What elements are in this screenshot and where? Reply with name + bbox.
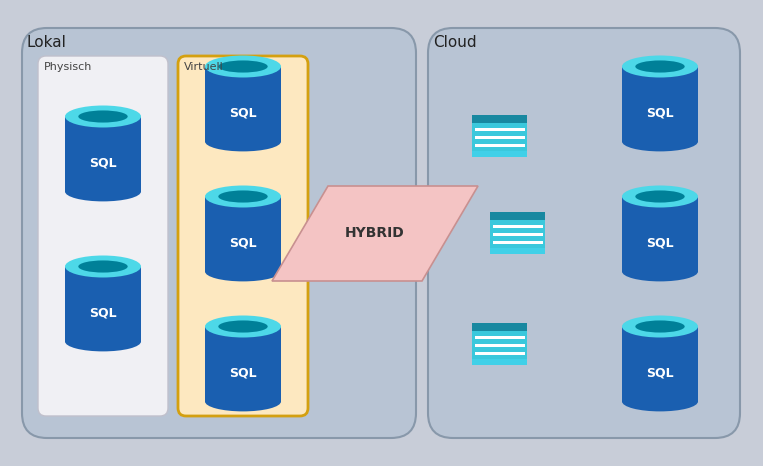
Ellipse shape xyxy=(636,61,684,73)
Bar xyxy=(205,67,281,142)
Ellipse shape xyxy=(65,105,141,128)
Ellipse shape xyxy=(622,185,698,207)
Ellipse shape xyxy=(205,261,281,281)
FancyBboxPatch shape xyxy=(38,56,168,416)
Bar xyxy=(472,115,527,123)
Ellipse shape xyxy=(622,315,698,337)
Text: SQL: SQL xyxy=(89,307,117,320)
Bar xyxy=(472,359,527,365)
Text: Lokal: Lokal xyxy=(27,35,67,50)
Ellipse shape xyxy=(636,191,684,203)
Bar xyxy=(493,225,543,228)
Bar xyxy=(491,212,546,220)
Text: Virtuell: Virtuell xyxy=(184,62,224,72)
Ellipse shape xyxy=(218,191,268,203)
Bar xyxy=(65,116,141,192)
Text: SQL: SQL xyxy=(646,366,674,379)
Bar xyxy=(472,115,527,157)
FancyBboxPatch shape xyxy=(22,28,416,438)
FancyBboxPatch shape xyxy=(428,28,740,438)
Ellipse shape xyxy=(205,391,281,411)
Ellipse shape xyxy=(65,182,141,201)
Text: SQL: SQL xyxy=(646,237,674,249)
Bar xyxy=(475,336,525,339)
Bar xyxy=(472,323,527,365)
Polygon shape xyxy=(272,186,478,281)
Bar xyxy=(475,136,525,139)
Ellipse shape xyxy=(622,261,698,281)
Ellipse shape xyxy=(205,55,281,77)
Ellipse shape xyxy=(205,131,281,151)
Ellipse shape xyxy=(65,255,141,277)
Text: SQL: SQL xyxy=(646,107,674,119)
Bar xyxy=(491,248,546,254)
Bar xyxy=(493,233,543,236)
Ellipse shape xyxy=(205,185,281,207)
Text: Cloud: Cloud xyxy=(433,35,477,50)
Text: SQL: SQL xyxy=(89,157,117,170)
Ellipse shape xyxy=(622,391,698,411)
Text: SQL: SQL xyxy=(229,366,257,379)
Bar xyxy=(205,197,281,272)
Bar xyxy=(475,128,525,131)
Ellipse shape xyxy=(636,321,684,333)
Bar xyxy=(475,144,525,147)
Bar xyxy=(622,327,698,402)
Bar xyxy=(622,67,698,142)
FancyBboxPatch shape xyxy=(178,56,308,416)
Bar xyxy=(475,352,525,355)
Ellipse shape xyxy=(622,55,698,77)
Text: HYBRID: HYBRID xyxy=(345,226,405,240)
Bar xyxy=(491,212,546,254)
Bar xyxy=(472,323,527,331)
Text: SQL: SQL xyxy=(229,237,257,249)
Bar xyxy=(493,240,543,244)
Ellipse shape xyxy=(205,315,281,337)
Text: Physisch: Physisch xyxy=(44,62,92,72)
Ellipse shape xyxy=(218,61,268,73)
Ellipse shape xyxy=(218,321,268,333)
Bar xyxy=(475,344,525,347)
Ellipse shape xyxy=(65,332,141,351)
Ellipse shape xyxy=(79,110,127,123)
Ellipse shape xyxy=(79,260,127,273)
Bar xyxy=(622,197,698,272)
Text: SQL: SQL xyxy=(229,107,257,119)
Bar xyxy=(472,151,527,157)
Ellipse shape xyxy=(622,131,698,151)
Bar xyxy=(205,327,281,402)
Bar xyxy=(65,267,141,342)
